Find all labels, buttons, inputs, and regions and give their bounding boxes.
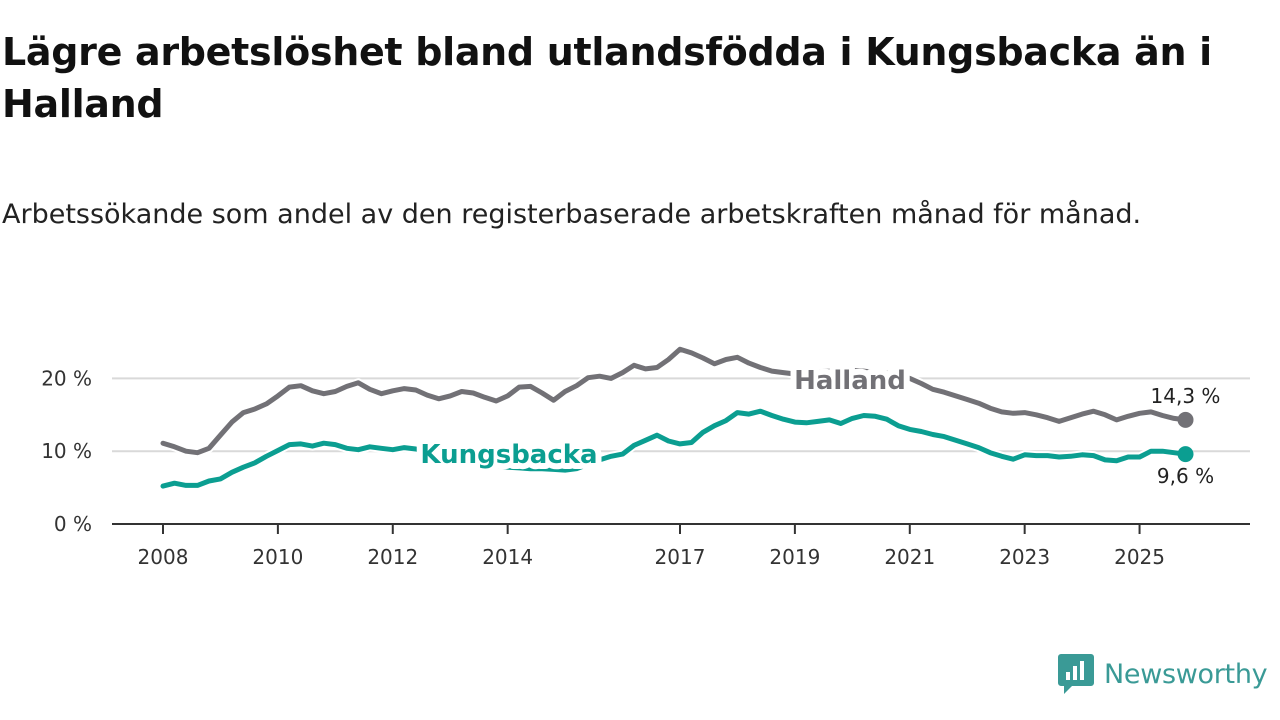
series-label-kungsbacka: Kungsbacka (420, 440, 597, 470)
y-tick-label: 20 % (41, 366, 92, 390)
x-axis-ticks: 2008 2010 2012 2014 2017 2019 2021 2023 2025 (138, 524, 1165, 569)
end-value-halo-halland: 14,3 % (1151, 384, 1221, 408)
chart-subtitle: Arbetssökande som andel av den registerb… (2, 199, 1142, 230)
series-end-dot-kungsbacka (1177, 446, 1194, 463)
series-line-halland (160, 346, 1188, 456)
x-tick-label: 2025 (1114, 545, 1165, 569)
x-tick-label: 2023 (999, 545, 1050, 569)
end-value-label-halland: 14,3 % (1151, 384, 1221, 408)
y-tick-label: 10 % (41, 439, 92, 463)
x-tick-label: 2012 (367, 545, 418, 569)
x-tick-label: 2019 (769, 545, 820, 569)
y-axis-ticks: 0 % 10 % 20 % (41, 366, 92, 536)
brand-name: Newsworthy (1104, 658, 1268, 690)
chart-title: Lägre arbetslöshet bland utlandsfödda i … (2, 30, 1212, 126)
series-halo-kungsbacka (158, 406, 1190, 491)
newsworthy-brand: Newsworthy (1058, 654, 1268, 694)
y-tick-label: 0 % (54, 512, 92, 536)
x-tick-label: 2014 (482, 545, 533, 569)
series-label-halland: Halland (794, 366, 906, 396)
x-tick-label: 2008 (138, 545, 189, 569)
newsworthy-logo-icon (1058, 654, 1094, 694)
series-halo-halland (158, 344, 1190, 458)
series-lines (158, 344, 1194, 491)
end-value-halo-kungsbacka: 9,6 % (1157, 464, 1214, 488)
series-label-halo-kungsbacka: Kungsbacka (420, 440, 597, 470)
series-label-halo-halland: Halland (794, 366, 906, 396)
gridlines (112, 377, 1250, 453)
end-value-label-kungsbacka: 9,6 % (1157, 464, 1214, 488)
x-tick-label: 2010 (252, 545, 303, 569)
series-end-dot-halland (1177, 411, 1194, 428)
series-line-kungsbacka (160, 408, 1188, 489)
x-tick-label: 2017 (655, 545, 706, 569)
x-tick-label: 2021 (884, 545, 935, 569)
